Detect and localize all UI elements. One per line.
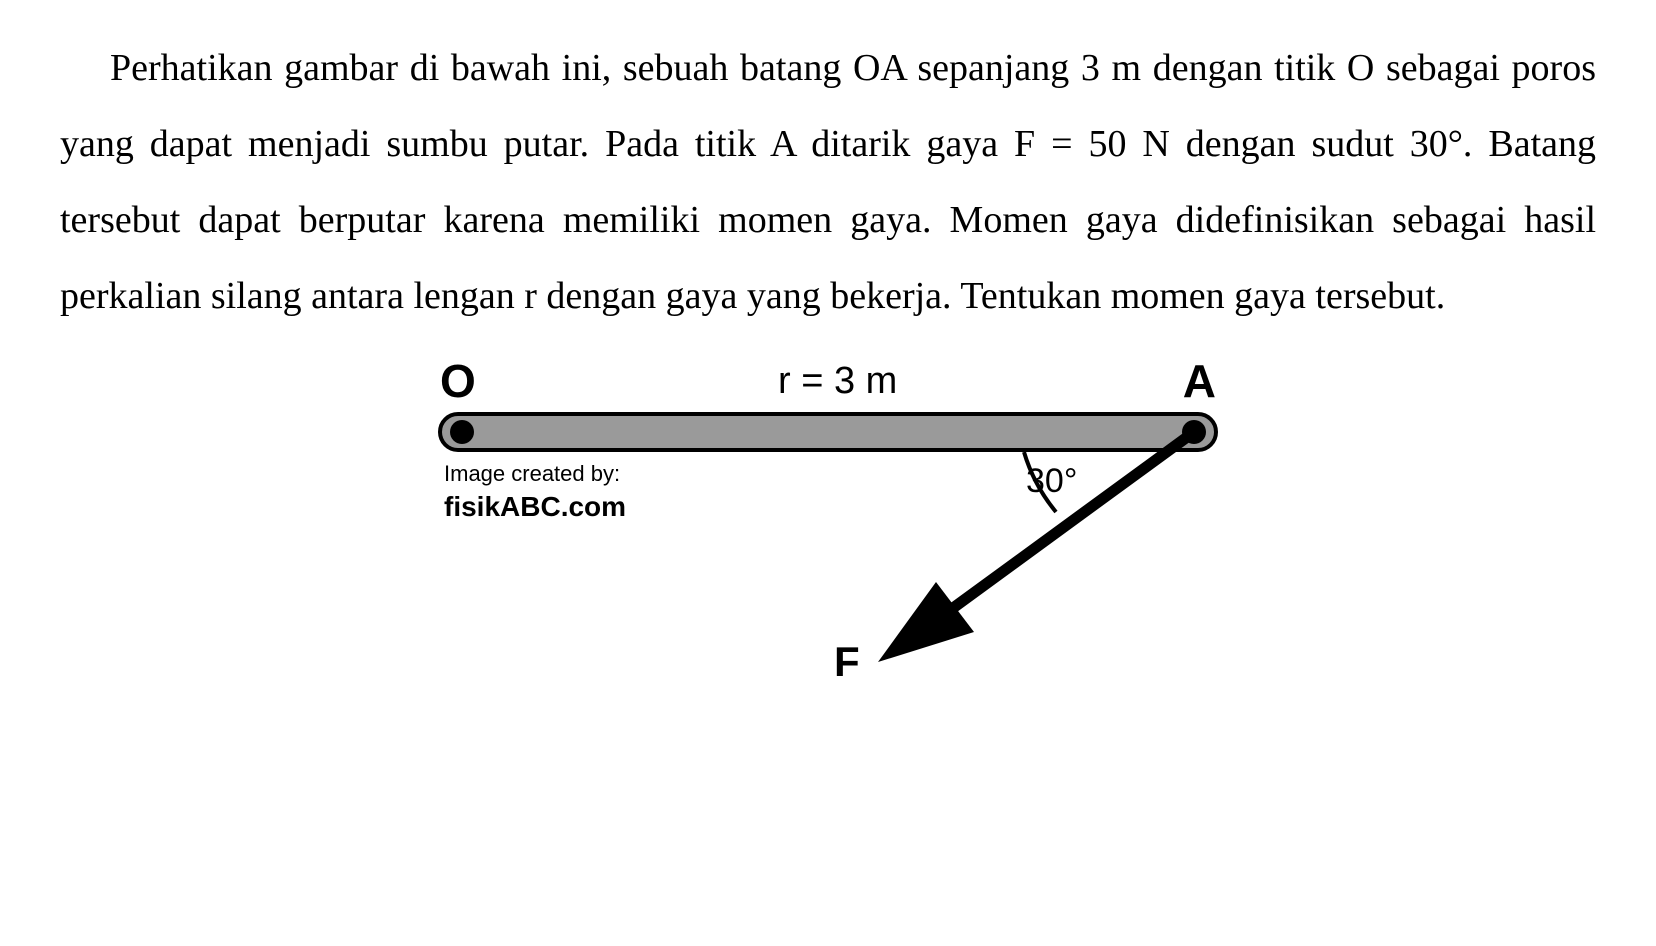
diagram-container: O r = 3 m A 30° F Image created by: fisi… [60,354,1596,694]
force-arrow-line [938,432,1194,619]
problem-text: Perhatikan gambar di bawah ini, sebuah b… [60,30,1596,334]
pivot-A-icon [1182,420,1206,444]
credit-line1: Image created by: [444,461,620,486]
problem-paragraph: Perhatikan gambar di bawah ini, sebuah b… [60,30,1596,334]
force-arrow-head-icon [878,582,974,662]
label-point-A: A [1183,354,1216,408]
image-credit: Image created by: fisikABC.com [444,460,626,525]
rod-bar [438,412,1218,452]
pivot-O-icon [450,420,474,444]
torque-diagram: O r = 3 m A 30° F Image created by: fisi… [438,354,1218,694]
label-length-r: r = 3 m [778,360,897,403]
label-force-F: F [834,638,860,686]
label-angle: 30° [1026,462,1077,501]
label-point-O: O [440,354,476,408]
credit-site: fisikABC.com [444,491,626,522]
